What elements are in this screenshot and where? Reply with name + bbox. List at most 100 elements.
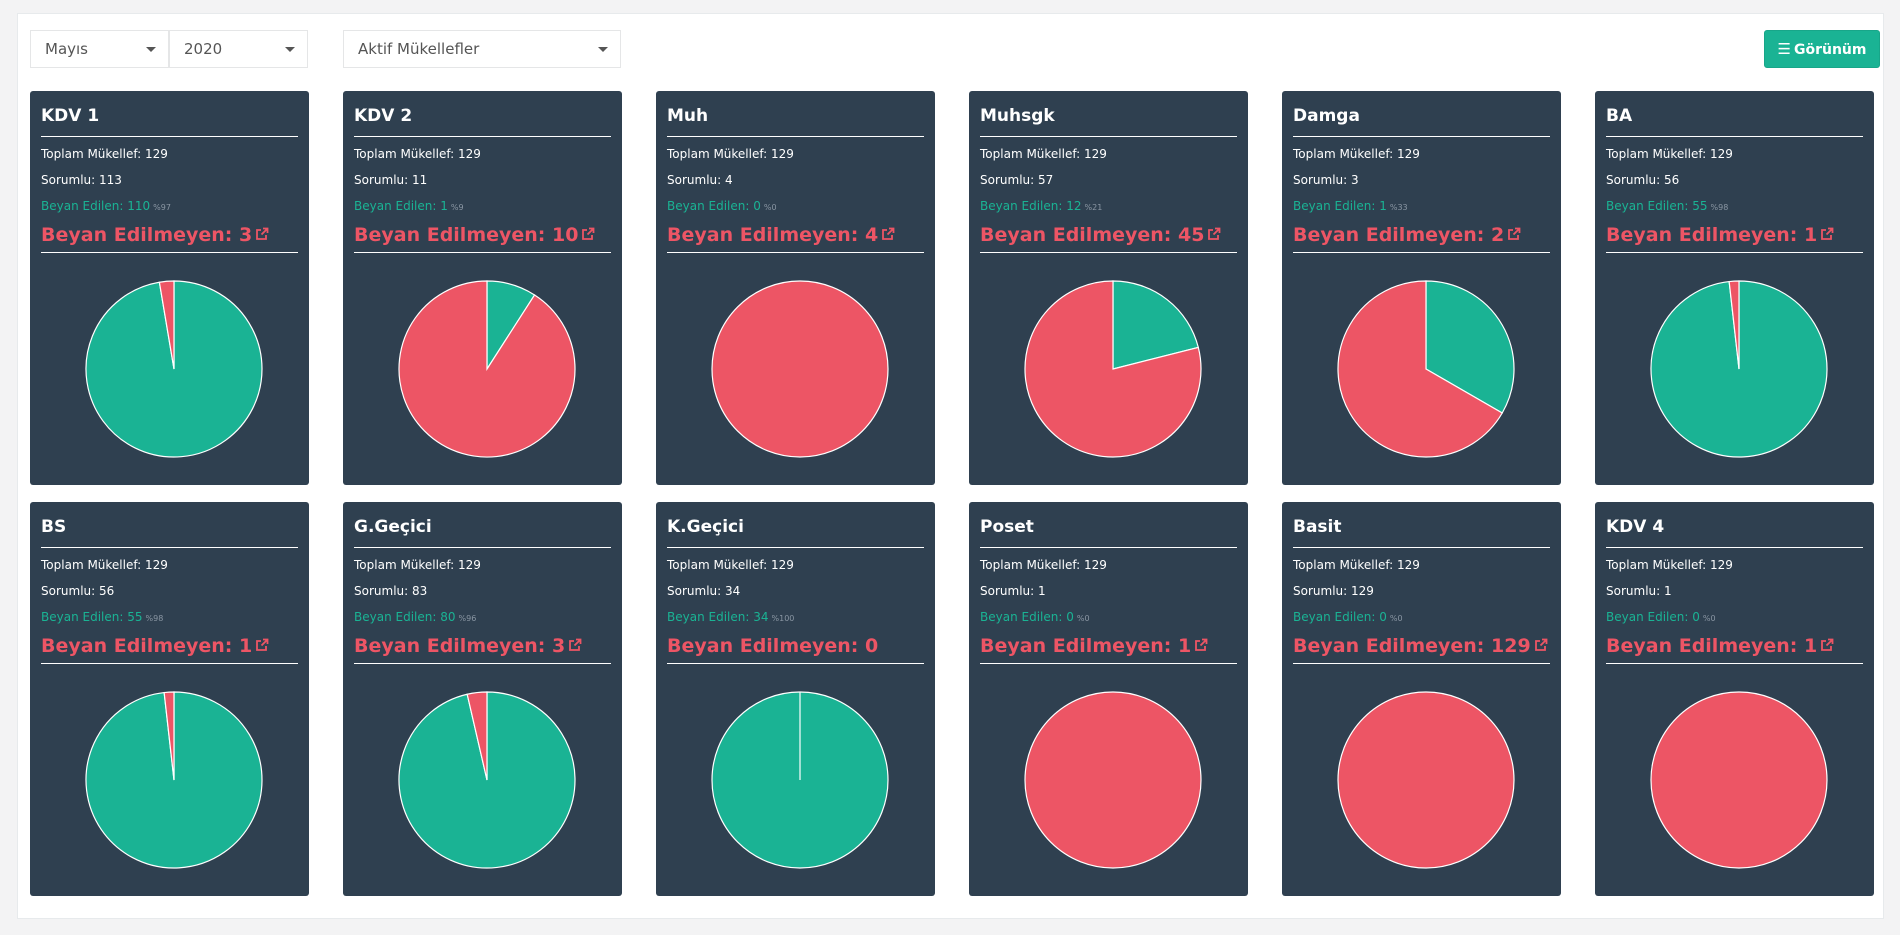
undeclared-label: Beyan Edilmeyen: bbox=[1293, 635, 1485, 657]
card-title: KDV 4 bbox=[1606, 516, 1863, 548]
undeclared-link[interactable]: Beyan Edilmeyen: 3 bbox=[354, 632, 611, 664]
pie-chart bbox=[398, 691, 576, 869]
declaration-card: Basit Toplam Mükellef: 129 Sorumlu: 129 Bey… bbox=[1282, 502, 1561, 896]
declaration-card: KDV 1 Toplam Mükellef: 129 Sorumlu: 113 Bey… bbox=[30, 91, 309, 485]
undeclared-link: Beyan Edilmeyen: 0 bbox=[667, 632, 924, 664]
main-panel: Mayıs 2020 Aktif Mükellefler ☰ Görünüm KD… bbox=[17, 13, 1884, 919]
declared-percent: %0 bbox=[1389, 614, 1403, 623]
declared-value: 55 bbox=[1692, 199, 1708, 213]
responsible-stat: Sorumlu: 1 bbox=[980, 584, 1237, 600]
declared-label: Beyan Edilen: bbox=[667, 610, 750, 624]
pie-chart bbox=[398, 280, 576, 458]
total-taxpayer-stat: Toplam Mükellef: 129 bbox=[41, 147, 298, 163]
responsible-value: 1 bbox=[1038, 584, 1046, 598]
undeclared-link[interactable]: Beyan Edilmeyen: 1 bbox=[980, 632, 1237, 664]
undeclared-link[interactable]: Beyan Edilmeyen: 1 bbox=[41, 632, 298, 664]
undeclared-link[interactable]: Beyan Edilmeyen: 129 bbox=[1293, 632, 1550, 664]
total-taxpayer-stat: Toplam Mükellef: 129 bbox=[667, 147, 924, 163]
declared-label: Beyan Edilen: bbox=[354, 610, 437, 624]
declared-label: Beyan Edilen: bbox=[41, 199, 124, 213]
declared-stat: Beyan Edilen: 0 %0 bbox=[1606, 610, 1863, 626]
declared-value: 12 bbox=[1066, 199, 1082, 213]
responsible-value: 11 bbox=[412, 173, 428, 187]
responsible-label: Sorumlu: bbox=[1293, 173, 1348, 187]
declared-value: 55 bbox=[127, 610, 143, 624]
undeclared-link[interactable]: Beyan Edilmeyen: 3 bbox=[41, 221, 298, 253]
total-label: Toplam Mükellef: bbox=[667, 147, 768, 161]
declared-stat: Beyan Edilen: 1 %33 bbox=[1293, 199, 1550, 215]
declared-value: 0 bbox=[753, 199, 761, 213]
total-value: 129 bbox=[1084, 147, 1107, 161]
total-taxpayer-stat: Toplam Mükellef: 129 bbox=[41, 558, 298, 574]
declared-label: Beyan Edilen: bbox=[980, 199, 1063, 213]
taxpayer-group-select[interactable]: Aktif Mükellefler bbox=[343, 30, 621, 68]
undeclared-link[interactable]: Beyan Edilmeyen: 2 bbox=[1293, 221, 1550, 253]
declared-percent: %21 bbox=[1084, 203, 1103, 212]
undeclared-label: Beyan Edilmeyen: bbox=[1293, 224, 1485, 246]
pie-chart bbox=[1337, 691, 1515, 869]
undeclared-link[interactable]: Beyan Edilmeyen: 45 bbox=[980, 221, 1237, 253]
declared-stat: Beyan Edilen: 0 %0 bbox=[1293, 610, 1550, 626]
total-label: Toplam Mükellef: bbox=[667, 558, 768, 572]
total-value: 129 bbox=[1397, 558, 1420, 572]
declaration-card: BA Toplam Mükellef: 129 Sorumlu: 56 Beyan E… bbox=[1595, 91, 1874, 485]
external-link-icon bbox=[1195, 638, 1208, 651]
month-select-value: Mayıs bbox=[45, 40, 88, 58]
declaration-card: Muhsgk Toplam Mükellef: 129 Sorumlu: 57 Bey… bbox=[969, 91, 1248, 485]
responsible-label: Sorumlu: bbox=[354, 584, 409, 598]
year-select-value: 2020 bbox=[184, 40, 223, 58]
view-button[interactable]: ☰ Görünüm bbox=[1764, 30, 1880, 68]
total-label: Toplam Mükellef: bbox=[1293, 147, 1394, 161]
undeclared-value: 45 bbox=[1178, 224, 1205, 246]
undeclared-link[interactable]: Beyan Edilmeyen: 10 bbox=[354, 221, 611, 253]
pie-slice-declared bbox=[1112, 280, 1200, 370]
external-link-icon bbox=[1821, 638, 1834, 651]
card-title: Basit bbox=[1293, 516, 1550, 548]
year-select[interactable]: 2020 bbox=[169, 30, 308, 68]
pie-slice-undeclared bbox=[1650, 691, 1828, 869]
undeclared-link[interactable]: Beyan Edilmeyen: 1 bbox=[1606, 221, 1863, 253]
pie-chart bbox=[85, 691, 263, 869]
total-taxpayer-stat: Toplam Mükellef: 129 bbox=[1606, 558, 1863, 574]
caret-down-icon bbox=[598, 47, 608, 52]
responsible-stat: Sorumlu: 34 bbox=[667, 584, 924, 600]
card-title: Poset bbox=[980, 516, 1237, 548]
declaration-card: Damga Toplam Mükellef: 129 Sorumlu: 3 Beyan… bbox=[1282, 91, 1561, 485]
responsible-stat: Sorumlu: 4 bbox=[667, 173, 924, 189]
total-label: Toplam Mükellef: bbox=[1293, 558, 1394, 572]
responsible-label: Sorumlu: bbox=[980, 584, 1035, 598]
responsible-label: Sorumlu: bbox=[41, 173, 96, 187]
undeclared-link[interactable]: Beyan Edilmeyen: 4 bbox=[667, 221, 924, 253]
month-select[interactable]: Mayıs bbox=[30, 30, 169, 68]
declared-label: Beyan Edilen: bbox=[667, 199, 750, 213]
pie-chart bbox=[711, 280, 889, 458]
total-value: 129 bbox=[145, 558, 168, 572]
declaration-card: BS Toplam Mükellef: 129 Sorumlu: 56 Beyan E… bbox=[30, 502, 309, 896]
external-link-icon bbox=[1534, 638, 1548, 651]
total-label: Toplam Mükellef: bbox=[980, 558, 1081, 572]
responsible-value: 57 bbox=[1038, 173, 1054, 187]
declared-percent: %97 bbox=[153, 203, 171, 212]
responsible-stat: Sorumlu: 57 bbox=[980, 173, 1237, 189]
declared-value: 34 bbox=[753, 610, 769, 624]
declared-label: Beyan Edilen: bbox=[354, 199, 437, 213]
pie-slice-undeclared bbox=[163, 691, 175, 781]
undeclared-value: 0 bbox=[865, 635, 879, 657]
undeclared-value: 2 bbox=[1491, 224, 1505, 246]
declared-percent: %9 bbox=[450, 203, 464, 212]
responsible-label: Sorumlu: bbox=[354, 173, 409, 187]
declared-stat: Beyan Edilen: 55 %98 bbox=[41, 610, 298, 626]
responsible-label: Sorumlu: bbox=[41, 584, 96, 598]
card-title: BA bbox=[1606, 105, 1863, 137]
responsible-label: Sorumlu: bbox=[980, 173, 1035, 187]
declared-value: 110 bbox=[127, 199, 151, 213]
pie-slice-undeclared bbox=[398, 280, 576, 458]
total-value: 129 bbox=[458, 147, 481, 161]
external-link-icon bbox=[1208, 227, 1221, 240]
declared-stat: Beyan Edilen: 55 %98 bbox=[1606, 199, 1863, 215]
caret-down-icon bbox=[146, 47, 156, 52]
card-title: KDV 2 bbox=[354, 105, 611, 137]
pie-slice-declared bbox=[1425, 280, 1515, 414]
undeclared-link[interactable]: Beyan Edilmeyen: 1 bbox=[1606, 632, 1863, 664]
total-taxpayer-stat: Toplam Mükellef: 129 bbox=[980, 147, 1237, 163]
